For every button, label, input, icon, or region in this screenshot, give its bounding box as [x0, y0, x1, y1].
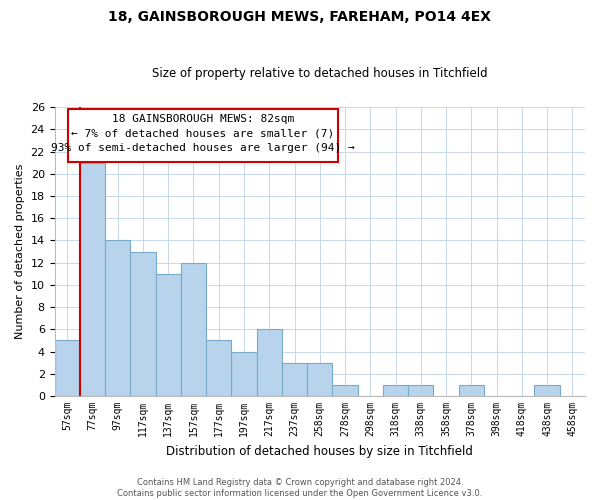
Bar	[307, 362, 332, 396]
Bar	[55, 340, 80, 396]
Bar	[408, 385, 433, 396]
Bar	[282, 362, 307, 396]
Y-axis label: Number of detached properties: Number of detached properties	[15, 164, 25, 339]
FancyBboxPatch shape	[68, 108, 338, 162]
Text: ← 7% of detached houses are smaller (7): ← 7% of detached houses are smaller (7)	[71, 128, 335, 138]
Text: Contains HM Land Registry data © Crown copyright and database right 2024.
Contai: Contains HM Land Registry data © Crown c…	[118, 478, 482, 498]
Bar	[383, 385, 408, 396]
Bar	[105, 240, 130, 396]
Bar	[80, 162, 105, 396]
Bar	[257, 330, 282, 396]
Bar	[535, 385, 560, 396]
Bar	[458, 385, 484, 396]
X-axis label: Distribution of detached houses by size in Titchfield: Distribution of detached houses by size …	[166, 444, 473, 458]
Text: 18 GAINSBOROUGH MEWS: 82sqm: 18 GAINSBOROUGH MEWS: 82sqm	[112, 114, 294, 124]
Bar	[332, 385, 358, 396]
Text: 93% of semi-detached houses are larger (94) →: 93% of semi-detached houses are larger (…	[51, 143, 355, 153]
Bar	[206, 340, 232, 396]
Bar	[155, 274, 181, 396]
Text: 18, GAINSBOROUGH MEWS, FAREHAM, PO14 4EX: 18, GAINSBOROUGH MEWS, FAREHAM, PO14 4EX	[109, 10, 491, 24]
Bar	[130, 252, 155, 396]
Bar	[232, 352, 257, 396]
Title: Size of property relative to detached houses in Titchfield: Size of property relative to detached ho…	[152, 66, 488, 80]
Bar	[181, 262, 206, 396]
